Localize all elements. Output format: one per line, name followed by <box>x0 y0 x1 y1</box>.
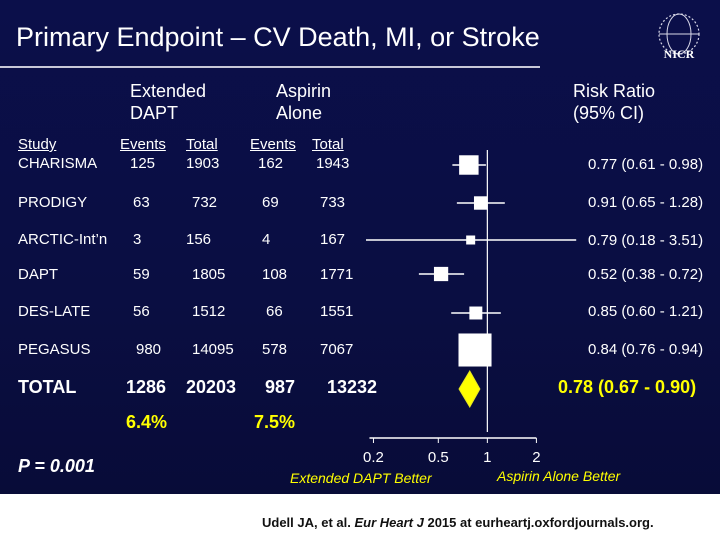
total-label: TOTAL <box>18 377 77 397</box>
asp-total: 7067 <box>320 341 354 358</box>
study-name: DAPT <box>18 266 59 283</box>
aspirin-header-line1: Aspirin <box>276 81 332 101</box>
asp-total: 733 <box>320 194 346 211</box>
ext-events: 63 <box>133 194 150 211</box>
rr-header-line2: (95% CI) <box>573 103 645 123</box>
asp-events: 162 <box>258 155 284 172</box>
asp-events: 4 <box>262 231 271 248</box>
study-name: PEGASUS <box>18 341 91 358</box>
ext-events-col-header: Events <box>120 136 166 153</box>
total-ci-text: 0.78 (0.67 - 0.90) <box>558 377 697 397</box>
study-col-header: Study <box>18 136 57 153</box>
citation: Udell JA, et al. Eur Heart J 2015 at eur… <box>262 515 654 530</box>
asp-total: 167 <box>320 231 346 248</box>
total-asp-total: 13232 <box>327 377 378 397</box>
extended-header-line1: Extended <box>130 81 207 101</box>
ext-total: 732 <box>192 194 218 211</box>
asp-events: 108 <box>262 266 288 283</box>
ext-total: 1512 <box>192 303 226 320</box>
risk-ratio-header: Risk Ratio (95% CI) <box>573 80 655 124</box>
citation-journal: Eur Heart J <box>354 515 424 530</box>
x-axis-tick-label: 2 <box>532 449 540 466</box>
study-name: PRODIGY <box>18 194 88 211</box>
logo-text: NICR <box>664 47 695 61</box>
study-name: CHARISMA <box>18 155 98 172</box>
ext-total: 1805 <box>192 266 226 283</box>
ci-text: 0.77 (0.61 - 0.98) <box>588 156 704 173</box>
study-name: DES-LATE <box>18 303 91 320</box>
nicr-logo: NICR <box>658 13 700 61</box>
citation-bar <box>0 494 720 540</box>
asp-events: 69 <box>262 194 279 211</box>
ext-events: 125 <box>130 155 156 172</box>
point-estimate-square <box>459 155 479 175</box>
asp-events-col-header: Events <box>250 136 296 153</box>
aspirin-header-line2: Alone <box>276 103 323 123</box>
asp-total: 1771 <box>320 266 354 283</box>
asp-event-rate: 7.5% <box>254 412 296 432</box>
ext-events: 56 <box>133 303 150 320</box>
citation-suffix: 2015 at eurheartj.oxfordjournals.org. <box>423 515 654 530</box>
ext-total-col-header: Total <box>186 136 218 153</box>
point-estimate-square <box>458 333 492 367</box>
asp-events: 66 <box>266 303 283 320</box>
rr-header-line1: Risk Ratio <box>573 81 656 101</box>
asp-events: 578 <box>262 341 288 358</box>
x-axis-tick-label: 1 <box>483 449 491 466</box>
ext-events: 980 <box>136 341 162 358</box>
ci-text: 0.84 (0.76 - 0.94) <box>588 341 704 358</box>
forest-plot: 0.2 0.5 1 2 <box>363 155 540 466</box>
ext-event-rate: 6.4% <box>126 412 168 432</box>
ext-total: 14095 <box>192 341 234 358</box>
ci-text: 0.91 (0.65 - 1.28) <box>588 194 704 211</box>
p-value: P = 0.001 <box>18 456 95 476</box>
point-estimate-square <box>466 235 476 245</box>
point-estimate-square <box>433 266 449 282</box>
ext-total: 156 <box>186 231 212 248</box>
aspirin-alone-header: Aspirin Alone <box>276 80 331 124</box>
ci-text: 0.79 (0.18 - 3.51) <box>588 232 704 249</box>
right-axis-caption: Aspirin Alone Better <box>497 468 621 484</box>
point-estimate-square <box>473 196 488 210</box>
left-axis-caption: Extended DAPT Better <box>290 470 432 486</box>
asp-total-col-header: Total <box>312 136 344 153</box>
ext-events: 3 <box>133 231 142 248</box>
study-name: ARCTIC-Int’n <box>18 231 108 248</box>
total-ext-events: 1286 <box>126 377 167 397</box>
extended-dapt-header: Extended DAPT <box>130 80 206 124</box>
pooled-estimate-diamond <box>458 370 481 408</box>
asp-total: 1943 <box>316 155 350 172</box>
ci-text: 0.52 (0.38 - 0.72) <box>588 266 704 283</box>
title-underline <box>0 66 540 68</box>
ext-total: 1903 <box>186 155 220 172</box>
extended-header-line2: DAPT <box>130 103 179 123</box>
citation-prefix: Udell JA, et al. <box>262 515 355 530</box>
total-asp-events: 987 <box>265 377 296 397</box>
ext-events: 59 <box>133 266 150 283</box>
total-ext-total: 20203 <box>186 377 237 397</box>
ci-text: 0.85 (0.60 - 1.21) <box>588 303 704 320</box>
point-estimate-square <box>469 306 483 320</box>
asp-total: 1551 <box>320 303 354 320</box>
page-title: Primary Endpoint – CV Death, MI, or Stro… <box>16 22 540 52</box>
x-axis-tick-label: 0.5 <box>428 449 449 466</box>
x-axis-tick-label: 0.2 <box>363 449 384 466</box>
